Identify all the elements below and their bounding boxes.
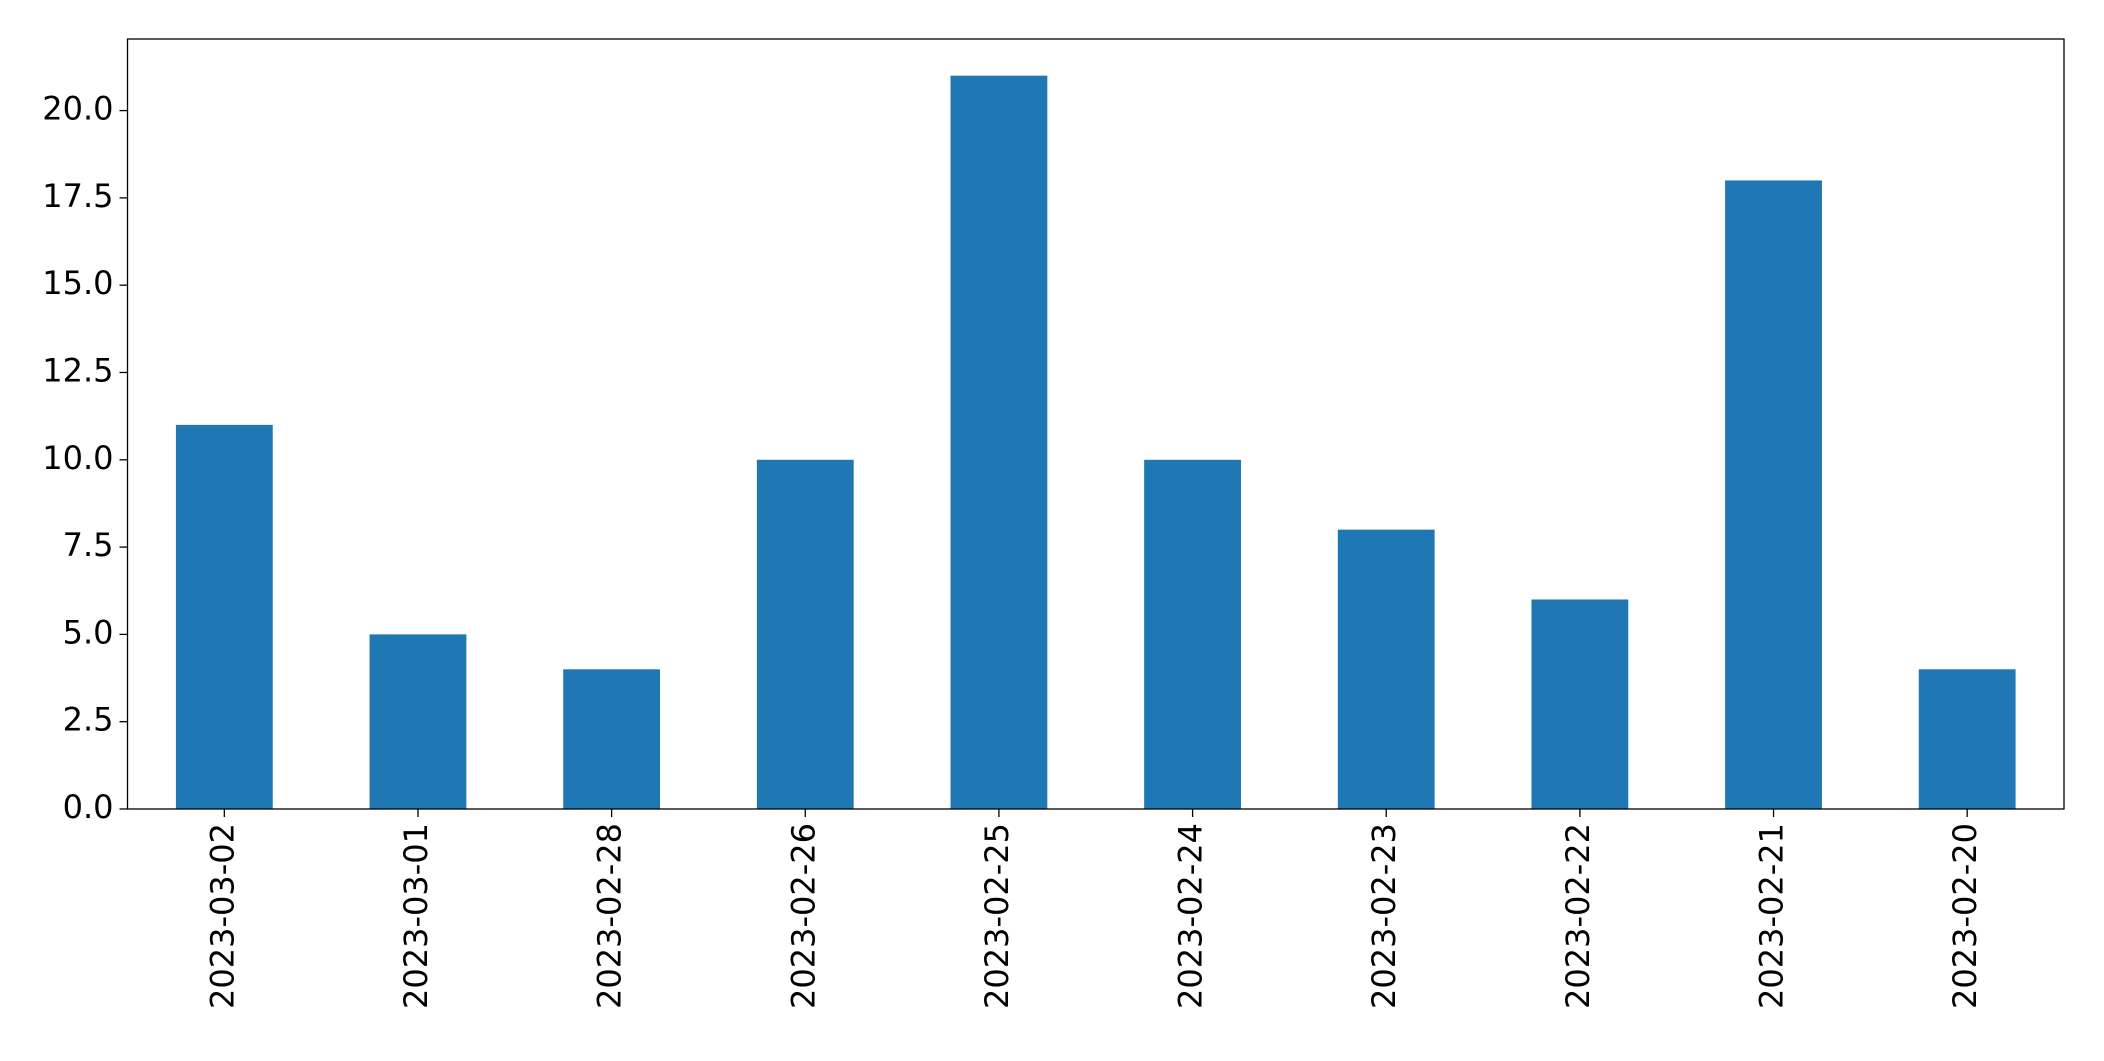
y-tick-label: 10.0: [42, 439, 113, 477]
x-tick-label: 2023-02-28: [591, 823, 629, 1009]
bar: [950, 75, 1048, 809]
x-tick-label: 2023-02-21: [1753, 823, 1791, 1009]
x-tick-label: 2023-02-24: [1172, 823, 1210, 1009]
y-tick-label: 15.0: [42, 264, 113, 302]
y-tick-label: 0.0: [63, 788, 114, 826]
y-tick-label: 20.0: [42, 90, 113, 128]
bar: [756, 459, 854, 809]
bar: [1918, 669, 2016, 809]
y-tick-label: 7.5: [63, 526, 114, 564]
bar: [175, 424, 273, 809]
bar: [1531, 599, 1629, 809]
x-tick-label: 2023-02-25: [978, 823, 1016, 1009]
bar: [563, 669, 661, 809]
bar: [369, 634, 467, 809]
y-tick-label: 2.5: [63, 701, 114, 739]
x-tick-label: 2023-02-23: [1365, 823, 1403, 1009]
plot-frame: [126, 38, 2065, 810]
bar: [1144, 459, 1241, 809]
y-tick-label: 17.5: [42, 177, 113, 215]
y-tick-label: 5.0: [63, 613, 114, 651]
bar: [1725, 180, 1822, 809]
x-tick-label: 2023-03-01: [397, 823, 435, 1009]
x-tick-label: 2023-02-20: [1946, 823, 1984, 1009]
x-tick-label: 2023-03-02: [203, 823, 241, 1009]
x-tick-label: 2023-02-26: [784, 823, 822, 1009]
y-tick-label: 12.5: [42, 351, 113, 389]
x-tick-label: 2023-02-22: [1559, 823, 1597, 1009]
bar: [1337, 529, 1435, 809]
